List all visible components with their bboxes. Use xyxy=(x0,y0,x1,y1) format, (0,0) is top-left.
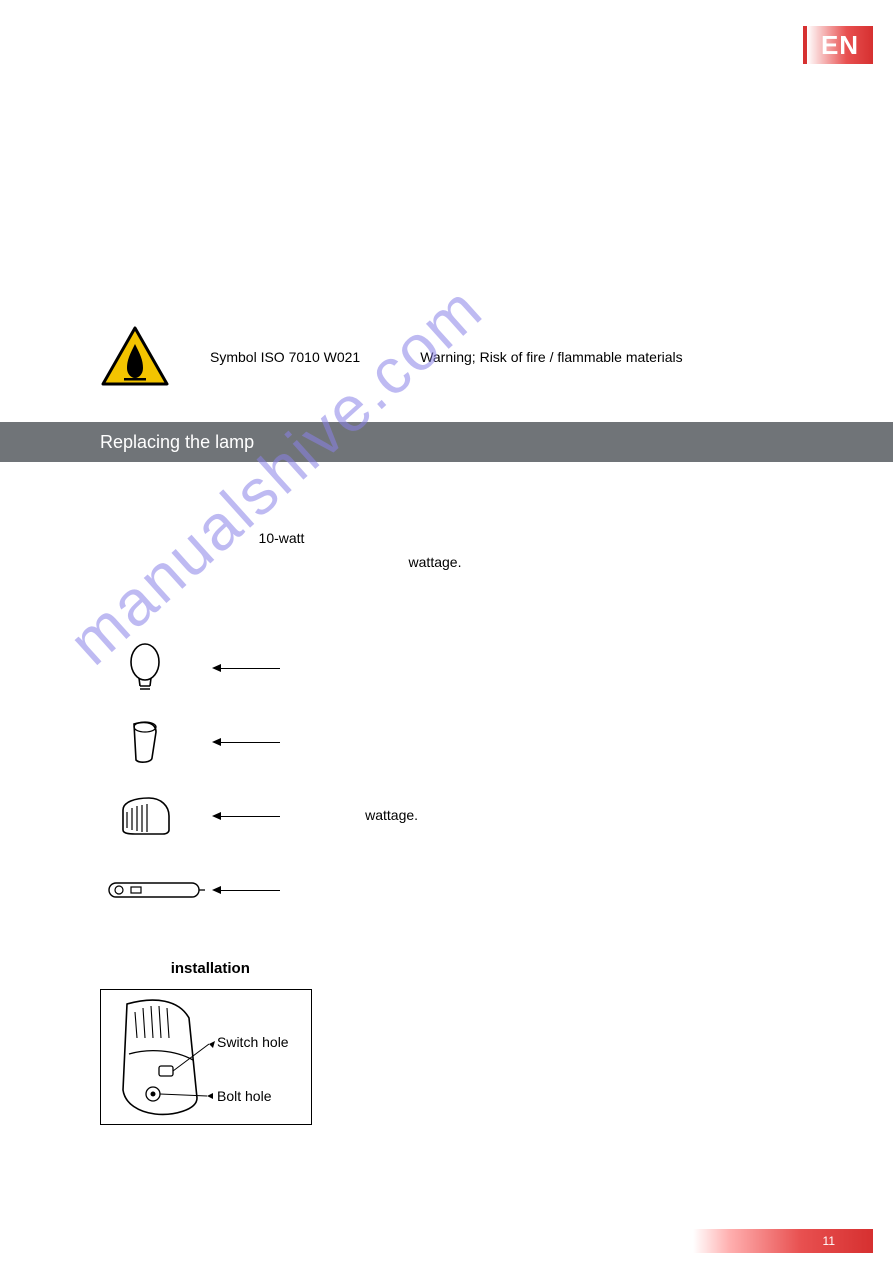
component-row-lightshield: Light shield xyxy=(100,714,418,770)
mid-line-span: bulb shown in xyxy=(314,530,400,546)
arrow-icon xyxy=(220,816,280,817)
component-label: Light bolt xyxy=(294,882,351,898)
light-install-diagram: Switch hole Bolt hole xyxy=(100,989,312,1125)
mid-line: 1. Unplug the refrigerator. xyxy=(100,576,833,598)
warning-symbol-label: Symbol ISO 7010 W021 xyxy=(210,349,360,365)
intro-line: Caution: risk of fire xyxy=(100,157,833,179)
mid-line: by the manufacturer, its service agent o… xyxy=(100,502,833,524)
arrow-icon xyxy=(220,890,280,891)
intro-line: The refrigerant (R600a) is flammable. xyxy=(100,128,833,150)
warning-row: Symbol ISO 7010 W021 Warning; Risk of fi… xyxy=(100,326,833,388)
light-install-section: Light installation Switch hole Bolt hole xyxy=(100,960,312,1125)
lightshield-icon xyxy=(100,718,190,766)
lightbolt-icon xyxy=(100,875,210,905)
footer-page-badge: 11 xyxy=(693,1229,873,1253)
intro-line: Thoroughly ventilate the room in which t… xyxy=(100,242,833,264)
switch-hole-label: Switch hole xyxy=(217,1034,289,1050)
component-row-maxwattage: Maximum wattage. xyxy=(100,788,418,844)
mid-line: Any replacement or maintenance of the LE… xyxy=(100,478,833,500)
language-code: EN xyxy=(821,30,859,61)
intro-line: Avoid open flames and sources of ignitio… xyxy=(100,214,833,236)
intro-line: Damaged refrigerant circuit: xyxy=(100,185,833,207)
bolt-hole-label: Bolt hole xyxy=(217,1088,271,1104)
intro-line: damaging the refrigerant circuit. xyxy=(100,100,833,122)
maxwattage-icon xyxy=(100,794,190,838)
mid-line-span: shown on the light assembly). xyxy=(471,554,655,570)
section-heading-bar: Replacing the lamp xyxy=(0,422,893,462)
warning-description: Warning; Risk of fire / flammable materi… xyxy=(420,349,682,365)
components-list: Light bulb Light shield Maximum wattage. xyxy=(100,640,418,936)
section-heading-text: Replacing the lamp xyxy=(100,432,254,452)
component-row-lightbolt: Light bolt xyxy=(100,862,418,918)
component-label-suffix: wattage. xyxy=(365,807,418,823)
arrow-icon xyxy=(220,742,280,743)
light-install-svg xyxy=(101,990,311,1124)
mid-line: 2. Remove the bolt from the light shield… xyxy=(100,600,833,622)
intro-line: WARNING — When positioning the appliance… xyxy=(100,270,833,292)
page-number: 11 xyxy=(823,1234,835,1248)
warning-triangle-icon xyxy=(100,326,170,388)
component-label-wrap: Maximum wattage. xyxy=(294,807,418,825)
light-install-title: Light installation xyxy=(134,960,312,977)
mid-line: chapter "Description of the appliance"(M… xyxy=(100,551,833,573)
arrow-icon xyxy=(220,668,280,669)
intro-line: trapped or damaged. xyxy=(100,299,833,321)
wattage-text: wattage. xyxy=(409,554,462,570)
lightbulb-icon xyxy=(100,642,190,694)
component-label: Maximum xyxy=(294,807,355,823)
language-badge: EN xyxy=(803,26,873,64)
component-label: Light bulb xyxy=(294,660,355,676)
mid-line: Replace with same type 10-watt bulb show… xyxy=(100,527,833,549)
component-row-lightbulb: Light bulb xyxy=(100,640,418,696)
mid-line-span: Replace with same type xyxy=(100,530,249,546)
title-prefix: Light xyxy=(134,960,167,977)
title-bold: installation xyxy=(171,960,250,977)
wattage-value: 10-watt xyxy=(259,530,305,546)
component-label: Light shield xyxy=(294,734,365,750)
mid-line-span: chapter "Description of the appliance"(M… xyxy=(100,554,399,570)
